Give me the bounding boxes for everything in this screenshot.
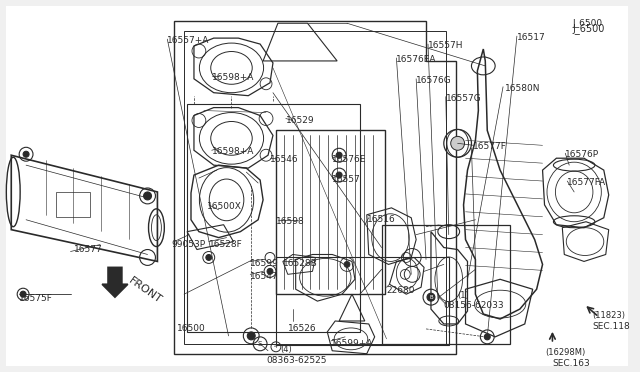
Circle shape [336,172,342,178]
Text: B: B [429,295,433,300]
Bar [276,257,449,345]
Text: (4): (4) [280,345,292,354]
Text: 16546: 16546 [270,155,299,164]
Text: 16557H: 16557H [428,41,463,50]
Text: 16577F: 16577F [474,142,508,151]
Text: 16516: 16516 [367,215,396,224]
Text: 16598+A: 16598+A [212,73,254,82]
Text: S: S [258,341,262,347]
Text: 16557+A: 16557+A [167,36,210,45]
Text: 22680: 22680 [387,286,415,295]
Text: 16576EA: 16576EA [396,55,437,64]
Circle shape [336,152,342,158]
Text: 4: 4 [274,344,278,349]
Circle shape [143,192,152,200]
Text: 16598: 16598 [276,217,305,226]
Bar [381,225,510,344]
Bar [184,31,446,344]
Circle shape [247,332,255,340]
Text: 16575F: 16575F [19,294,53,303]
Text: J_6500: J_6500 [572,19,602,28]
Text: 16547: 16547 [250,272,279,281]
Text: 16599+A: 16599+A [332,339,374,348]
Text: 16576E: 16576E [332,155,367,164]
Text: 16517: 16517 [517,33,546,42]
Circle shape [267,268,273,274]
Text: (11823): (11823) [592,311,625,320]
Text: 16576G: 16576G [416,76,452,85]
Circle shape [484,334,490,340]
Circle shape [451,137,465,150]
Text: 99053P: 99053P [172,240,205,248]
Text: 16529: 16529 [286,116,314,125]
Text: 16577: 16577 [74,244,102,254]
Text: 16599: 16599 [250,259,279,269]
Text: 16500: 16500 [177,324,206,333]
Text: 16557G: 16557G [446,94,481,103]
Circle shape [206,254,212,260]
Text: FRONT: FRONT [127,275,164,305]
Text: SEC.163: SEC.163 [552,359,590,368]
Bar [187,104,360,332]
Bar [56,192,90,217]
Text: (16298M): (16298M) [545,348,586,357]
Text: 16577FA: 16577FA [567,178,606,187]
Text: 16557: 16557 [332,175,361,184]
Text: 16528B: 16528B [283,259,317,269]
Text: 16500X: 16500X [207,202,242,211]
Text: 08363-62525: 08363-62525 [266,356,326,365]
Circle shape [427,293,435,301]
Text: J_6500: J_6500 [572,23,605,34]
Polygon shape [102,267,128,297]
Circle shape [344,262,350,267]
Text: 16526: 16526 [288,324,316,333]
Text: 16576P: 16576P [565,150,600,159]
Text: 16528F: 16528F [209,240,243,248]
Text: 08156-62033: 08156-62033 [444,301,504,310]
Text: (1): (1) [458,291,469,300]
Circle shape [23,151,29,157]
Circle shape [20,291,26,297]
Text: SEC.118: SEC.118 [592,322,630,331]
Bar [276,131,385,294]
Text: 16598+A: 16598+A [212,147,254,156]
Text: 16580N: 16580N [505,84,541,93]
